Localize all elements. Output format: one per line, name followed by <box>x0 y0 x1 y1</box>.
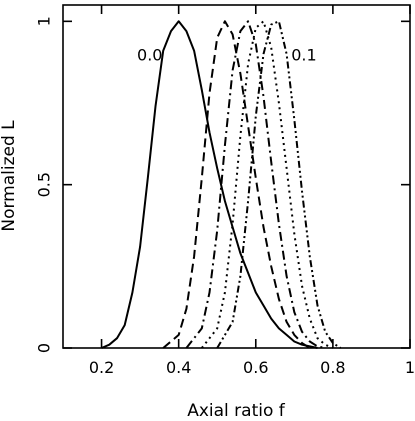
x-tick-label: 0.2 <box>89 358 114 377</box>
curve-2-dashed <box>162 20 311 349</box>
y-tick-label: 0.5 <box>35 172 54 197</box>
annotation-label: 0.0 <box>137 46 162 65</box>
x-tick-label: 0.6 <box>243 358 268 377</box>
annotations: 0.0 0.1 <box>137 46 317 65</box>
y-tick-label: 0 <box>35 343 54 353</box>
x-tick-label: 1 <box>405 358 415 377</box>
curve-5-dashdotdot <box>216 20 342 349</box>
annotation-label: 0.1 <box>291 46 316 65</box>
x-axis-label: Axial ratio f <box>187 401 286 421</box>
curve-3-dashdot <box>185 20 326 349</box>
plot-frame <box>62 4 411 349</box>
x-tick-label: 0.8 <box>320 358 345 377</box>
x-tick-label: 0.4 <box>166 358 191 377</box>
ticks <box>63 5 411 349</box>
y-tick-label: 1 <box>35 16 54 26</box>
y-axis-label: Normalized L <box>0 120 19 232</box>
plot-curves <box>101 20 342 349</box>
tick-labels: 0.2 0.4 0.6 0.8 1 0 0.5 1 <box>35 16 415 377</box>
curve-1-solid <box>101 20 318 349</box>
